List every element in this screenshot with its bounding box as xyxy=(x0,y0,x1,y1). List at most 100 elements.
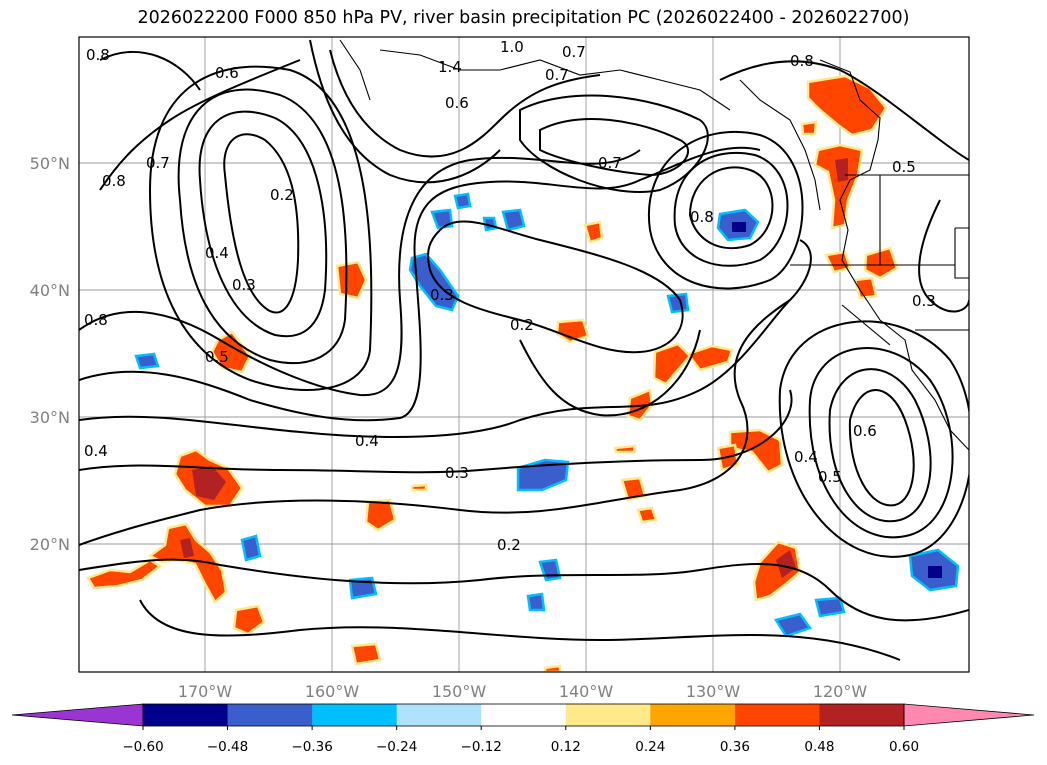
contour-label: 0.3 xyxy=(430,286,454,304)
contour-label: 0.2 xyxy=(270,186,294,204)
pos-blob-155-22 xyxy=(364,498,397,532)
colorbar-tick-label: −0.12 xyxy=(461,739,502,755)
colorbar-frame xyxy=(142,703,905,727)
pos-blob-800-125 xyxy=(800,120,818,136)
pos-blob-142-9 xyxy=(543,664,562,672)
lon-label: 150°W xyxy=(432,682,487,701)
coastlines xyxy=(339,39,969,451)
colorbar-segment xyxy=(819,704,905,726)
colorbar-segment xyxy=(143,704,229,726)
contour-label: 0.3 xyxy=(445,464,469,482)
neg-blob-152-45 xyxy=(430,208,454,230)
colorbar-segment xyxy=(227,704,313,726)
lat-label: 40°N xyxy=(30,281,70,300)
contour-label: 0.4 xyxy=(205,244,229,262)
lat-label: 50°N xyxy=(30,154,70,173)
pos-blob-160-25 xyxy=(410,483,428,492)
colorbar-segments xyxy=(12,704,1034,726)
plot-frame xyxy=(78,36,970,673)
longitude-axis: 170°W 160°W 150°W 140°W 130°W 120°W xyxy=(178,682,868,701)
colorbar-tick-label: 0.24 xyxy=(635,739,665,755)
contour-label: 0.4 xyxy=(355,432,379,450)
colorbar-segment xyxy=(481,704,567,726)
pos-blob-157-10 xyxy=(350,642,382,666)
pos-blob-138-28 xyxy=(613,444,637,454)
colorbar-segment xyxy=(396,704,482,726)
colorbar-extend-low xyxy=(12,704,143,726)
map-title: 2026022200 F000 850 hPa PV, river basin … xyxy=(137,8,910,28)
strong-negative-cores xyxy=(732,222,942,578)
neg-blob-165-20 xyxy=(240,534,262,562)
colorbar-tick-label: 0.36 xyxy=(720,739,750,755)
contour-label: 0.8 xyxy=(86,46,110,64)
contour-label: 0.6 xyxy=(215,64,239,82)
pos-blob-pnw xyxy=(806,74,888,137)
neg-blob-143-16 xyxy=(526,592,546,612)
contour-label: 0.4 xyxy=(84,442,108,460)
contour-label: 0.5 xyxy=(205,348,229,366)
lon-label: 130°W xyxy=(686,682,741,701)
colorbar-tick-label: −0.60 xyxy=(122,739,163,755)
pos-blob-165-40 xyxy=(335,260,368,300)
colorbar-tick-label: 0.48 xyxy=(804,739,834,755)
contour-labels: 0.8 0.6 1.4 1.0 0.7 0.8 0.8 0.7 0.2 0.6 … xyxy=(84,38,936,554)
contour-label: 0.5 xyxy=(818,468,842,486)
pos-blob-nevada xyxy=(853,276,878,300)
neg-blob-153-40 xyxy=(408,252,460,312)
contour-label: 0.2 xyxy=(510,316,534,334)
colorbar-tick-label: −0.48 xyxy=(207,739,248,755)
contour-label: 1.4 xyxy=(438,58,462,76)
pos-blob-133-34 xyxy=(652,342,692,386)
lon-label: 120°W xyxy=(813,682,868,701)
colorbar-segment xyxy=(650,704,736,726)
colorbar-tick-label: 0.12 xyxy=(551,739,581,755)
pv-contours xyxy=(79,39,969,661)
contour-label: 1.0 xyxy=(500,38,524,56)
pos-blob-ncal xyxy=(824,250,852,274)
colorbar-segment xyxy=(312,704,398,726)
neg-blob-150-47 xyxy=(453,192,472,210)
contour-label: 0.7 xyxy=(598,154,622,172)
contour-label: 0.7 xyxy=(146,154,170,172)
neg-blob-145-45 xyxy=(501,208,526,232)
contour-label: 0.7 xyxy=(562,43,586,61)
pos-blob-172-18 xyxy=(147,522,228,604)
contour-label: 0.8 xyxy=(102,172,126,190)
lat-label: 30°N xyxy=(30,408,70,427)
pos-blob-167-14 xyxy=(232,604,266,636)
latitude-axis: 50°N 40°N 30°N 20°N xyxy=(30,154,70,554)
contour-label: 0.5 xyxy=(892,158,916,176)
contour-label: 0.3 xyxy=(232,276,256,294)
pos-blob-130-35 xyxy=(685,344,734,372)
pos-blob-oregon xyxy=(813,143,864,230)
colorbar-ticks: −0.60 −0.48 −0.36 −0.24 −0.12 0.12 0.24 0.36 0.4… xyxy=(122,726,919,755)
contour-label: 0.8 xyxy=(690,208,714,226)
colorbar-tick-label: −0.24 xyxy=(376,739,417,755)
contour-label: 0.2 xyxy=(497,536,521,554)
contour-label: 0.6 xyxy=(445,94,469,112)
neg-blob-143-26 xyxy=(516,458,570,492)
lat-label: 20°N xyxy=(30,535,70,554)
lon-label: 140°W xyxy=(559,682,614,701)
contour-label: 0.4 xyxy=(794,448,818,466)
colorbar-segment xyxy=(734,704,820,726)
colorbar-tick-label: 0.60 xyxy=(889,739,919,755)
contour-label: 0.8 xyxy=(84,311,108,329)
contour-label: 0.3 xyxy=(912,292,936,310)
pos-blob-140-44 xyxy=(583,220,604,244)
colorbar-tick-label: −0.36 xyxy=(291,739,332,755)
pos-blob-california xyxy=(863,246,899,280)
lon-label: 160°W xyxy=(305,682,360,701)
colorbar-extend-high xyxy=(904,704,1034,726)
lon-label: 170°W xyxy=(178,682,233,701)
colorbar: −0.60 −0.48 −0.36 −0.24 −0.12 0.12 0.24 0.36 0.4… xyxy=(11,703,1035,755)
neg-blob-122-15 xyxy=(814,596,846,618)
neg-blob-131-39 xyxy=(666,292,690,314)
contour-label: 0.6 xyxy=(853,422,877,440)
neg-blob-125-12 xyxy=(774,612,813,638)
neg-blob-173-35 xyxy=(134,352,160,370)
colorbar-segment xyxy=(565,704,651,726)
strong-positive-cores xyxy=(180,158,848,578)
negative-anomaly-areas xyxy=(134,192,960,638)
